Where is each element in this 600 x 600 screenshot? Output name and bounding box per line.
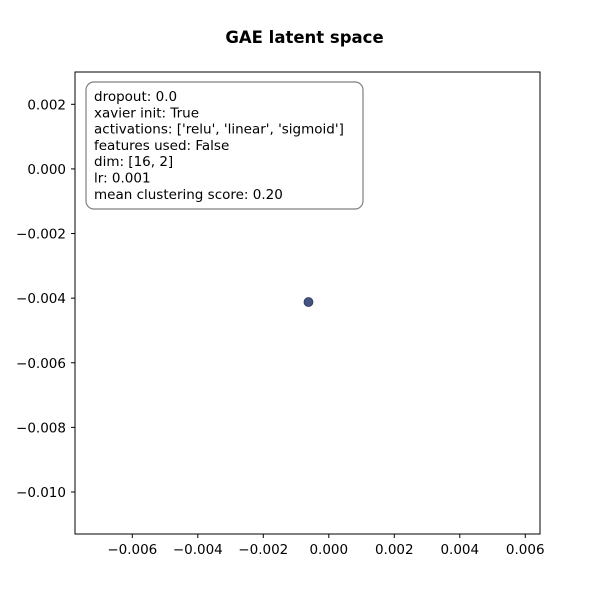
x-tick-label: 0.004 xyxy=(440,542,479,558)
x-tick-label: 0.006 xyxy=(506,542,545,558)
info-box-line: dim: [16, 2] xyxy=(94,154,173,170)
x-tick-label: −0.006 xyxy=(107,542,157,558)
y-tick-label: −0.008 xyxy=(16,420,66,436)
x-tick-label: −0.002 xyxy=(238,542,288,558)
y-tick-label: 0.000 xyxy=(27,162,66,178)
y-tick-label: 0.002 xyxy=(27,97,66,113)
x-tick-label: 0.002 xyxy=(375,542,414,558)
plot-area-frame xyxy=(74,71,541,535)
y-tick-label: −0.004 xyxy=(16,291,66,307)
ticks-layer: −0.006 −0.004 −0.002 0.000 0.002 0.004 0.006 0.… xyxy=(16,97,545,558)
y-tick-label: −0.002 xyxy=(16,227,66,243)
info-box-line: features used: False xyxy=(94,138,229,154)
data-point xyxy=(303,297,314,307)
y-tick-label: −0.006 xyxy=(16,356,66,372)
points-layer xyxy=(303,297,314,307)
info-box-line: dropout: 0.0 xyxy=(94,89,177,105)
info-box-line: activations: ['relu', 'linear', 'sigmoid… xyxy=(94,122,344,138)
info-box-line: xavier init: True xyxy=(94,105,199,121)
chart-title: GAE latent space xyxy=(225,28,383,47)
x-tick-label: 0.000 xyxy=(309,542,348,558)
y-tick-label: −0.010 xyxy=(16,485,66,501)
x-tick-label: −0.004 xyxy=(173,542,223,558)
info-box-line: mean clustering score: 0.20 xyxy=(94,187,283,203)
info-box-line: lr: 0.001 xyxy=(94,171,151,187)
info-box-frame xyxy=(85,81,364,210)
